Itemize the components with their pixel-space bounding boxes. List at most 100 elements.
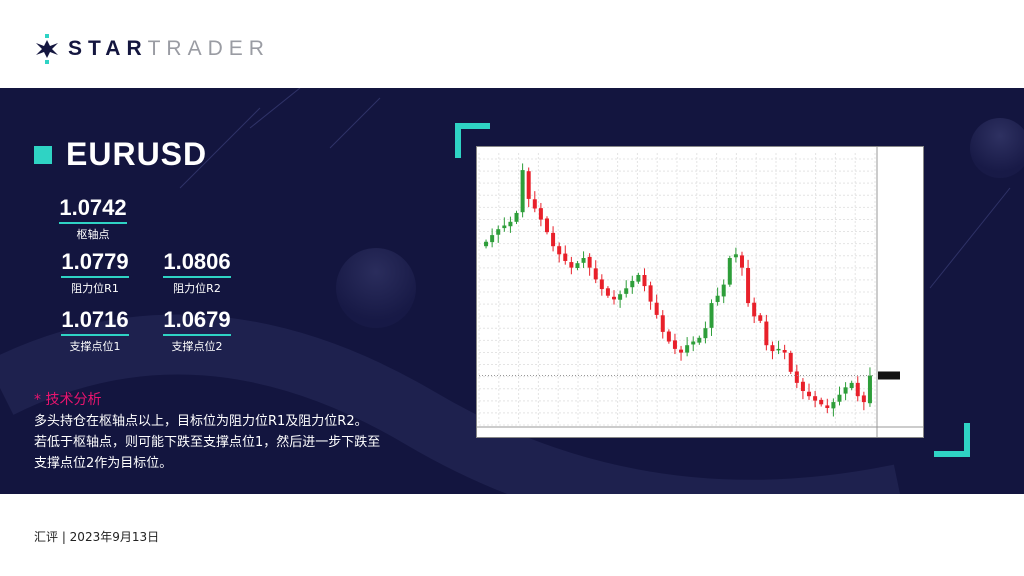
candle-body <box>697 337 702 343</box>
candle-body <box>526 171 531 199</box>
corner-bracket-top <box>455 123 461 158</box>
r2-value: 1.0806 <box>163 250 231 278</box>
candle-body <box>691 341 696 345</box>
candle-body <box>855 382 860 397</box>
symbol-title: EURUSD <box>34 136 207 173</box>
candle-body <box>581 258 586 263</box>
s1-value: 1.0716 <box>61 308 129 336</box>
pivot-label: 枢轴点 <box>76 228 110 241</box>
candle-body <box>733 254 738 258</box>
candle-body <box>532 199 537 209</box>
analysis-line: 支撑点位2作为目标位。 <box>34 456 173 471</box>
footer-date: 汇评 | 2023年9月13日 <box>34 530 160 544</box>
corner-bracket-bottom <box>934 451 970 457</box>
candle-body <box>563 253 568 261</box>
candle-body <box>538 208 543 220</box>
candle-body <box>496 229 501 235</box>
candle-body <box>654 302 659 315</box>
r1-level: 1.0779 阻力位R1 <box>50 250 140 296</box>
candle-body <box>636 275 641 282</box>
candle-body <box>843 387 848 394</box>
candle-body <box>672 340 677 349</box>
candle-body <box>679 349 684 353</box>
main-panel: EURUSD 1.0742 枢轴点 1.0779 阻力位R1 1.0806 阻力位R2… <box>0 88 1024 494</box>
candle-body <box>776 348 781 351</box>
candle-body <box>599 279 604 290</box>
candle-body <box>648 285 653 302</box>
candle-body <box>819 399 824 405</box>
logo-text-trader: TRADER <box>147 37 270 60</box>
candle-body <box>490 235 495 243</box>
candle-body <box>831 402 836 409</box>
candle-body <box>861 395 866 403</box>
analysis-line: 若低于枢轴点，则可能下跌至支撑点位1，然后进一步下跌至 <box>34 435 381 450</box>
price-chart <box>476 146 924 438</box>
candle-body <box>605 288 610 296</box>
candle-body <box>825 405 830 409</box>
header: STAR TRADER <box>0 0 1024 88</box>
candle-body <box>575 263 580 268</box>
s1-level: 1.0716 支撑点位1 <box>50 308 140 354</box>
candle-body <box>813 396 818 401</box>
candle-body <box>807 391 812 397</box>
candle-body <box>837 394 842 402</box>
candle-body <box>630 280 635 288</box>
candle-body <box>758 315 763 321</box>
candlestick-chart <box>477 147 923 437</box>
candle-body <box>551 232 556 247</box>
candle-body <box>849 382 854 389</box>
candle-body <box>666 331 671 342</box>
last-price-marker <box>878 371 900 380</box>
candle-body <box>739 255 744 268</box>
candle-body <box>502 225 507 229</box>
candle-body <box>618 294 623 300</box>
candle-body <box>569 262 574 268</box>
title-marker <box>34 145 52 164</box>
candle-body <box>685 345 690 353</box>
decorative-background <box>0 88 1024 494</box>
candle-body <box>612 296 617 300</box>
candle-body <box>642 275 647 287</box>
corner-bracket-bottom <box>964 423 970 457</box>
analysis-heading: * 技术分析 <box>34 392 102 408</box>
logo-text-star: STAR <box>68 37 148 60</box>
candle-body <box>788 352 793 372</box>
candle-body <box>484 241 489 247</box>
candle-body <box>709 303 714 328</box>
technical-analysis: * 技术分析 多头持仓在枢轴点以上，目标位为阻力位R1及阻力位R2。 若低于枢轴… <box>34 390 380 474</box>
star-logo-icon <box>36 34 58 64</box>
pivot-level: 1.0742 枢轴点 <box>48 196 138 242</box>
candle-body <box>703 328 708 339</box>
s1-label: 支撑点位1 <box>69 340 121 353</box>
candle-body <box>867 375 872 404</box>
s2-label: 支撑点位2 <box>171 340 223 353</box>
symbol-name: EURUSD <box>66 136 208 172</box>
candle-body <box>727 258 732 285</box>
candle-body <box>520 170 525 213</box>
r1-value: 1.0779 <box>61 250 129 278</box>
candle-body <box>715 295 720 302</box>
candle-body <box>770 345 775 352</box>
candle-body <box>764 321 769 346</box>
candle-body <box>721 284 726 297</box>
candle-body <box>746 267 751 304</box>
r2-label: 阻力位R2 <box>173 282 221 295</box>
candle-body <box>782 350 787 353</box>
candle-body <box>514 212 519 222</box>
candle-body <box>660 315 665 332</box>
candle-body <box>752 302 757 317</box>
candle-body <box>593 268 598 280</box>
r2-level: 1.0806 阻力位R2 <box>152 250 242 296</box>
candle-body <box>794 371 799 383</box>
startrader-logo: STAR TRADER <box>34 34 270 64</box>
candle-body <box>587 256 592 268</box>
r1-label: 阻力位R1 <box>71 282 119 295</box>
s2-value: 1.0679 <box>163 308 231 336</box>
candle-body <box>557 246 562 255</box>
candle-body <box>544 218 549 233</box>
corner-bracket-top <box>455 123 490 129</box>
pivot-value: 1.0742 <box>59 196 127 224</box>
candle-body <box>624 288 629 294</box>
s2-level: 1.0679 支撑点位2 <box>152 308 242 354</box>
candle-body <box>508 221 513 227</box>
